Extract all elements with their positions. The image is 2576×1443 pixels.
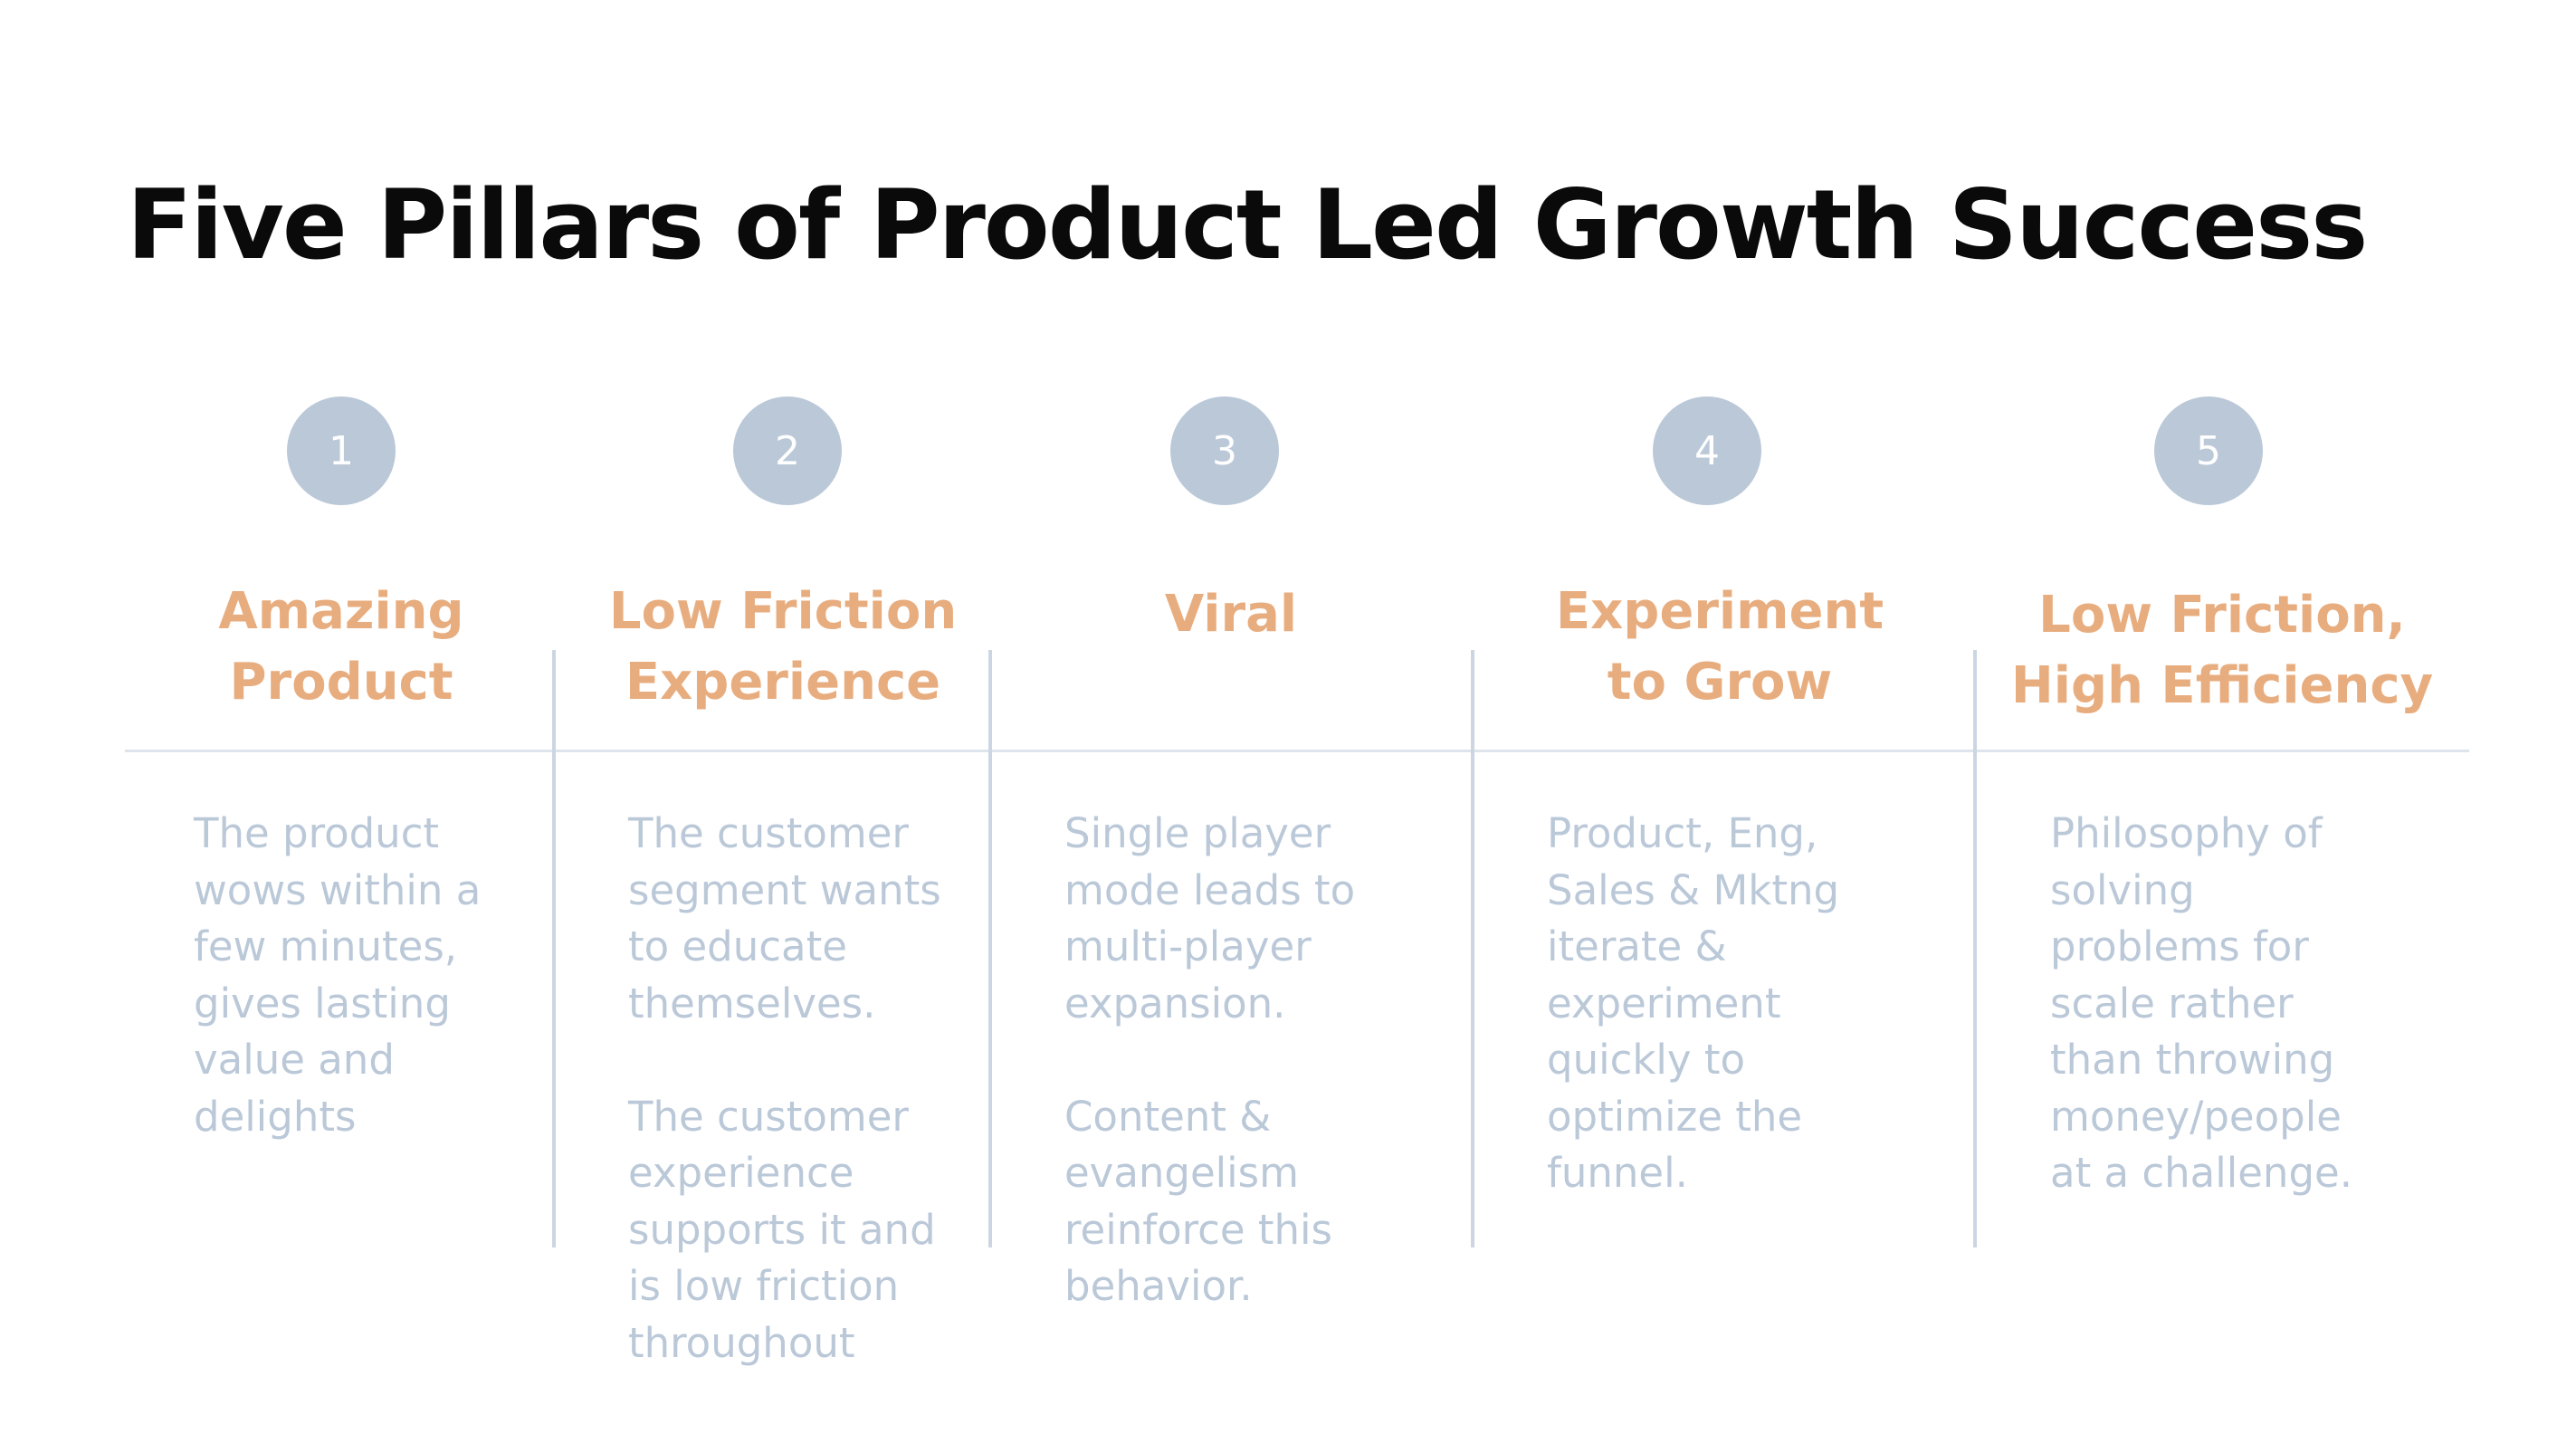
- pillar-3-description: Single player mode leads to multi-player…: [1064, 809, 1356, 1310]
- header-divider-line: [125, 750, 2469, 752]
- pillar-1-description: The product wows within a few minutes, g…: [194, 809, 482, 1141]
- pillar-1-heading: Amazing Product: [218, 582, 464, 712]
- pillar-3-heading: Viral: [1164, 585, 1298, 644]
- column-divider-2: [988, 650, 992, 1247]
- pillar-2-heading: Low Friction Experience: [608, 582, 958, 712]
- pillar-4-description: Product, Eng, Sales & Mktng iterate & ex…: [1547, 809, 1840, 1197]
- pillar-2-number-badge: 2: [733, 397, 842, 505]
- pillar-5-number-badge: 5: [2154, 397, 2263, 505]
- pillar-1-number-badge: 1: [287, 397, 396, 505]
- column-divider-1: [552, 650, 556, 1247]
- column-divider-3: [1471, 650, 1474, 1247]
- column-divider-4: [1973, 650, 1977, 1247]
- pillar-4-heading: Experiment to Grow: [1555, 582, 1884, 712]
- pillar-4-number-badge: 4: [1653, 397, 1761, 505]
- pillar-3-number-badge: 3: [1170, 397, 1279, 505]
- pillar-5-heading: Low Friction, High Efficiency: [2010, 586, 2434, 715]
- pillar-5-description: Philosophy of solving problems for scale…: [2050, 809, 2353, 1197]
- pillar-2-description: The customer segment wants to educate th…: [628, 809, 941, 1367]
- slide-title: Five Pillars of Product Led Growth Succe…: [127, 169, 2368, 281]
